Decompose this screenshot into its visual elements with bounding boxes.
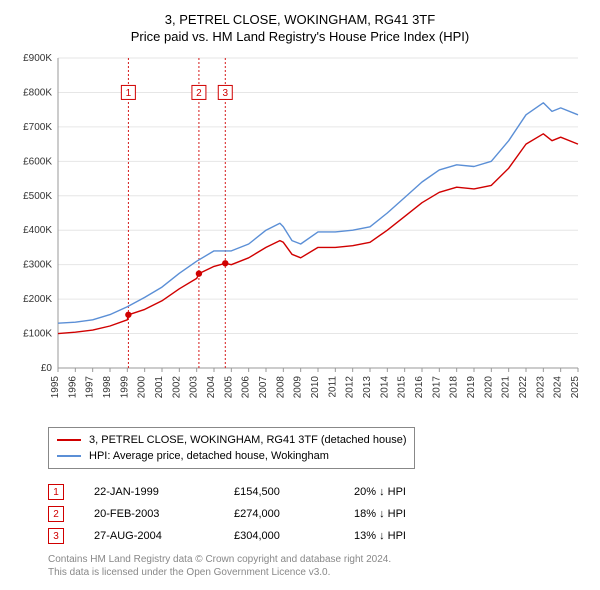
svg-text:1999: 1999	[119, 376, 130, 399]
svg-text:2021: 2021	[501, 376, 512, 399]
chart-title-line2: Price paid vs. HM Land Registry's House …	[14, 29, 586, 44]
svg-text:2013: 2013	[362, 376, 373, 399]
svg-text:2: 2	[196, 88, 202, 99]
svg-text:2003: 2003	[189, 376, 200, 399]
legend-swatch	[57, 439, 81, 441]
sale-row: 3 27-AUG-2004 £304,000 13% ↓ HPI	[48, 525, 586, 547]
sale-row: 1 22-JAN-1999 £154,500 20% ↓ HPI	[48, 481, 586, 503]
svg-text:£800K: £800K	[23, 87, 52, 98]
svg-text:2020: 2020	[483, 376, 494, 399]
chart-plot: £0 £100K £200K £300K £400K £500K £600K £700K £80…	[14, 52, 586, 417]
svg-text:2016: 2016	[414, 376, 425, 399]
svg-text:2019: 2019	[466, 376, 477, 399]
svg-text:£700K: £700K	[23, 122, 52, 133]
svg-text:2007: 2007	[258, 376, 269, 399]
svg-text:1995: 1995	[50, 376, 61, 399]
svg-text:£100K: £100K	[23, 329, 52, 340]
footer-attribution: Contains HM Land Registry data © Crown c…	[48, 553, 586, 579]
svg-text:2008: 2008	[275, 376, 286, 399]
svg-text:3: 3	[222, 88, 228, 99]
svg-text:2002: 2002	[171, 376, 182, 399]
svg-text:2018: 2018	[449, 376, 460, 399]
svg-text:£200K: £200K	[23, 294, 52, 305]
svg-text:2010: 2010	[310, 376, 321, 399]
legend: 3, PETREL CLOSE, WOKINGHAM, RG41 3TF (de…	[48, 427, 415, 469]
legend-item: 3, PETREL CLOSE, WOKINGHAM, RG41 3TF (de…	[57, 432, 406, 448]
svg-text:£0: £0	[41, 363, 53, 374]
sale-price: £304,000	[234, 530, 354, 542]
sale-date: 20-FEB-2003	[94, 508, 234, 520]
svg-text:2023: 2023	[535, 376, 546, 399]
legend-label: 3, PETREL CLOSE, WOKINGHAM, RG41 3TF (de…	[89, 432, 406, 448]
svg-text:2017: 2017	[431, 376, 442, 399]
svg-text:2025: 2025	[570, 376, 581, 399]
sales-table: 1 22-JAN-1999 £154,500 20% ↓ HPI 2 20-FE…	[48, 481, 586, 547]
legend-item: HPI: Average price, detached house, Woki…	[57, 448, 406, 464]
legend-swatch	[57, 455, 81, 457]
sale-row: 2 20-FEB-2003 £274,000 18% ↓ HPI	[48, 503, 586, 525]
svg-text:2014: 2014	[379, 376, 390, 399]
svg-text:£300K: £300K	[23, 260, 52, 271]
svg-text:2001: 2001	[154, 376, 165, 399]
sale-price: £274,000	[234, 508, 354, 520]
svg-text:2024: 2024	[553, 376, 564, 399]
legend-label: HPI: Average price, detached house, Woki…	[89, 448, 329, 464]
sale-date: 27-AUG-2004	[94, 530, 234, 542]
chart-container: 3, PETREL CLOSE, WOKINGHAM, RG41 3TF Pri…	[0, 0, 600, 589]
svg-text:£900K: £900K	[23, 53, 52, 64]
sale-price: £154,500	[234, 486, 354, 498]
svg-text:1998: 1998	[102, 376, 113, 399]
svg-text:1: 1	[126, 88, 132, 99]
sale-marker-box: 2	[48, 506, 64, 522]
sale-date: 22-JAN-1999	[94, 486, 234, 498]
svg-text:1996: 1996	[67, 376, 78, 399]
sale-delta: 13% ↓ HPI	[354, 530, 474, 542]
svg-text:£600K: £600K	[23, 156, 52, 167]
svg-text:2022: 2022	[518, 376, 529, 399]
svg-text:2006: 2006	[241, 376, 252, 399]
svg-text:1997: 1997	[85, 376, 96, 399]
svg-text:2012: 2012	[345, 376, 356, 399]
svg-text:2009: 2009	[293, 376, 304, 399]
footer-line: This data is licensed under the Open Gov…	[48, 566, 586, 579]
sale-delta: 20% ↓ HPI	[354, 486, 474, 498]
footer-line: Contains HM Land Registry data © Crown c…	[48, 553, 586, 566]
svg-text:2004: 2004	[206, 376, 217, 399]
chart-title-line1: 3, PETREL CLOSE, WOKINGHAM, RG41 3TF	[14, 12, 586, 27]
svg-text:2005: 2005	[223, 376, 234, 399]
sale-delta: 18% ↓ HPI	[354, 508, 474, 520]
svg-text:£500K: £500K	[23, 191, 52, 202]
svg-text:2011: 2011	[327, 376, 338, 398]
svg-text:2015: 2015	[397, 376, 408, 399]
svg-text:2000: 2000	[137, 376, 148, 399]
line-chart-svg: £0 £100K £200K £300K £400K £500K £600K £700K £80…	[14, 52, 586, 412]
svg-text:£400K: £400K	[23, 225, 52, 236]
sale-marker-box: 3	[48, 528, 64, 544]
sale-marker-box: 1	[48, 484, 64, 500]
